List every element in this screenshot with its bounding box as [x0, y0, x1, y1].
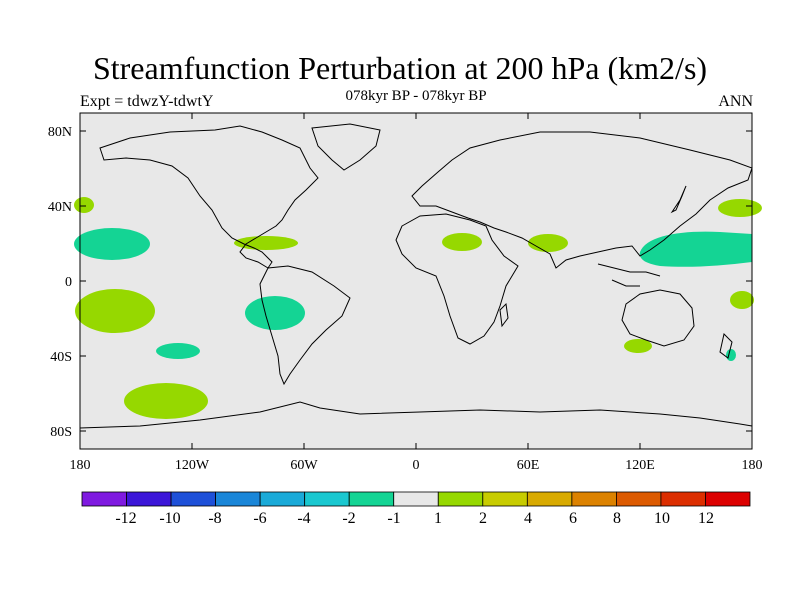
madagascar-coast: [499, 302, 509, 328]
north-america-coast: [99, 125, 319, 269]
coastlines: [79, 123, 753, 429]
colorbar-label: -12: [115, 510, 136, 527]
colorbar-label: -1: [387, 510, 400, 527]
south-america-coast: [259, 265, 351, 386]
colorbar-label: -10: [159, 510, 180, 527]
antarctica-coast: [79, 401, 753, 429]
colorbar-label: 4: [524, 510, 532, 527]
colorbar-box: [348, 491, 395, 507]
colorbar: [81, 491, 751, 507]
japan-coast: [670, 185, 687, 214]
lon-tick-label: 180: [70, 458, 91, 473]
new-zealand-coast: [719, 333, 733, 359]
colorbar-box: [81, 491, 127, 507]
eurasia-coast: [411, 131, 753, 269]
positive-anomaly: [624, 339, 652, 353]
colorbar-label: 6: [569, 510, 577, 527]
lon-tick-label: 60W: [290, 458, 318, 473]
negative-anomaly: [156, 343, 200, 359]
lat-tick-label: 80S: [50, 425, 72, 440]
colorbar-box: [304, 491, 350, 507]
positive-anomaly: [442, 233, 482, 251]
africa-coast: [395, 213, 519, 345]
colorbar-label: 10: [654, 510, 670, 527]
lat-tick-label: 0: [65, 275, 72, 290]
colorbar-box: [437, 491, 484, 507]
lat-axis: [80, 130, 752, 432]
colorbar-box: [705, 491, 751, 507]
lon-tick-label: 60E: [517, 458, 540, 473]
colorbar-box: [170, 491, 217, 507]
period-label: 078kyr BP - 078kyr BP: [345, 88, 487, 104]
colorbar-label: -8: [208, 510, 221, 527]
colorbar-box: [482, 491, 528, 507]
colorbar-labels: -12 -10 -8 -6 -4 -2 -1 1 2 4 6 8 10 12: [115, 510, 714, 527]
colorbar-box: [126, 491, 172, 507]
colorbar-box: [571, 491, 617, 507]
lat-tick-label: 80N: [48, 125, 72, 140]
colorbar-label: 1: [434, 510, 442, 527]
negative-anomaly: [74, 228, 150, 260]
positive-anomaly: [75, 289, 155, 333]
colorbar-box: [393, 491, 439, 507]
greenland-coast: [311, 123, 381, 171]
colorbar-box: [215, 491, 261, 507]
lat-tick-label: 40N: [48, 200, 72, 215]
negative-anomaly: [245, 296, 305, 330]
positive-anomaly: [730, 291, 754, 309]
colorbar-label: -2: [342, 510, 355, 527]
chart-title: Streamfunction Perturbation at 200 hPa (…: [92, 50, 708, 86]
colorbar-label: -4: [297, 510, 310, 527]
colorbar-box: [660, 491, 706, 507]
season-label: ANN: [718, 93, 753, 110]
negative-anomaly: [726, 349, 736, 361]
positive-anomaly: [718, 199, 762, 217]
experiment-label: Expt = tdwzY-tdwtY: [80, 93, 214, 110]
lon-axis: [191, 113, 641, 449]
australia-coast: [621, 289, 695, 347]
colorbar-label: 8: [613, 510, 621, 527]
colorbar-label: -6: [253, 510, 266, 527]
lat-tick-label: 40S: [50, 350, 72, 365]
colorbar-label: 2: [479, 510, 487, 527]
colorbar-box: [259, 491, 306, 507]
lon-tick-label: 0: [413, 458, 420, 473]
colorbar-box: [616, 491, 662, 507]
negative-anomaly: [639, 231, 752, 267]
anomaly-regions: [74, 197, 762, 419]
positive-anomaly: [528, 234, 568, 252]
colorbar-box: [526, 491, 573, 507]
positive-anomaly: [124, 383, 208, 419]
lon-tick-label: 120W: [175, 458, 210, 473]
lon-tick-label: 120E: [625, 458, 655, 473]
maritime-islands-coast: [597, 263, 661, 287]
lon-tick-label: 180: [742, 458, 763, 473]
positive-anomaly: [74, 197, 94, 213]
colorbar-label: 12: [698, 510, 714, 527]
